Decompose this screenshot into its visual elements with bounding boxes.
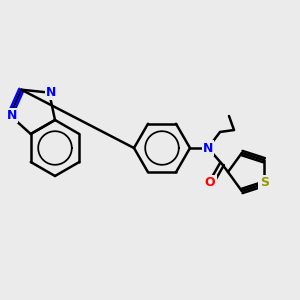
Text: N: N	[46, 86, 56, 99]
Text: N: N	[203, 142, 213, 154]
Text: S: S	[260, 176, 269, 189]
Text: O: O	[205, 176, 215, 190]
Text: N: N	[7, 109, 17, 122]
